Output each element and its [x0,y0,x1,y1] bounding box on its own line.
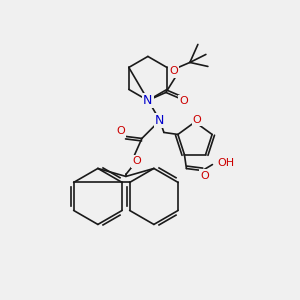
Text: O: O [193,115,201,125]
Text: OH: OH [218,158,235,168]
Text: O: O [116,126,125,136]
Text: O: O [200,171,209,181]
Text: O: O [179,96,188,106]
Text: N: N [143,94,153,107]
Text: O: O [169,66,178,76]
Text: O: O [133,156,141,167]
Text: N: N [155,114,165,127]
